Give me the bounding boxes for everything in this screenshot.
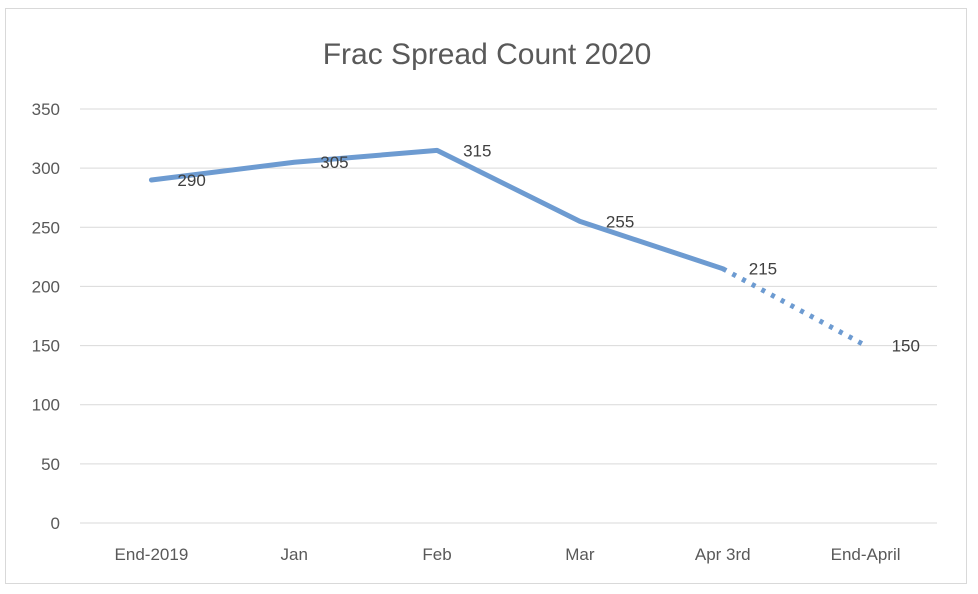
data-label: 215 xyxy=(749,260,777,279)
y-tick-label: 50 xyxy=(41,455,60,474)
x-tick-label: End-April xyxy=(831,545,901,564)
y-tick-label: 350 xyxy=(32,100,60,119)
y-tick-label: 100 xyxy=(32,396,60,415)
chart-frame xyxy=(5,8,967,584)
data-label: 150 xyxy=(892,337,920,356)
data-label: 315 xyxy=(463,141,491,160)
data-label: 290 xyxy=(177,171,205,190)
y-tick-label: 150 xyxy=(32,337,60,356)
y-tick-label: 300 xyxy=(32,159,60,178)
data-label: 305 xyxy=(320,153,348,172)
x-tick-label: Feb xyxy=(422,545,451,564)
y-tick-label: 200 xyxy=(32,277,60,296)
x-tick-label: Jan xyxy=(281,545,308,564)
data-labels: 290 305 315 255 215 150 xyxy=(177,141,920,355)
y-tick-label: 0 xyxy=(51,514,60,533)
gridlines xyxy=(80,108,937,524)
x-tick-label: End-2019 xyxy=(115,545,189,564)
series-line-dotted xyxy=(721,266,867,348)
x-tick-label: Mar xyxy=(565,545,595,564)
x-axis-ticks: End-2019 Jan Feb Mar Apr 3rd End-April xyxy=(115,545,901,564)
series-line xyxy=(148,147,867,348)
data-label: 255 xyxy=(606,212,634,231)
y-axis-ticks: 0 50 100 150 200 250 300 350 xyxy=(32,100,60,533)
series-line-solid xyxy=(148,147,726,272)
y-tick-label: 250 xyxy=(32,218,60,237)
chart-title: Frac Spread Count 2020 xyxy=(323,38,652,71)
x-tick-label: Apr 3rd xyxy=(695,545,751,564)
